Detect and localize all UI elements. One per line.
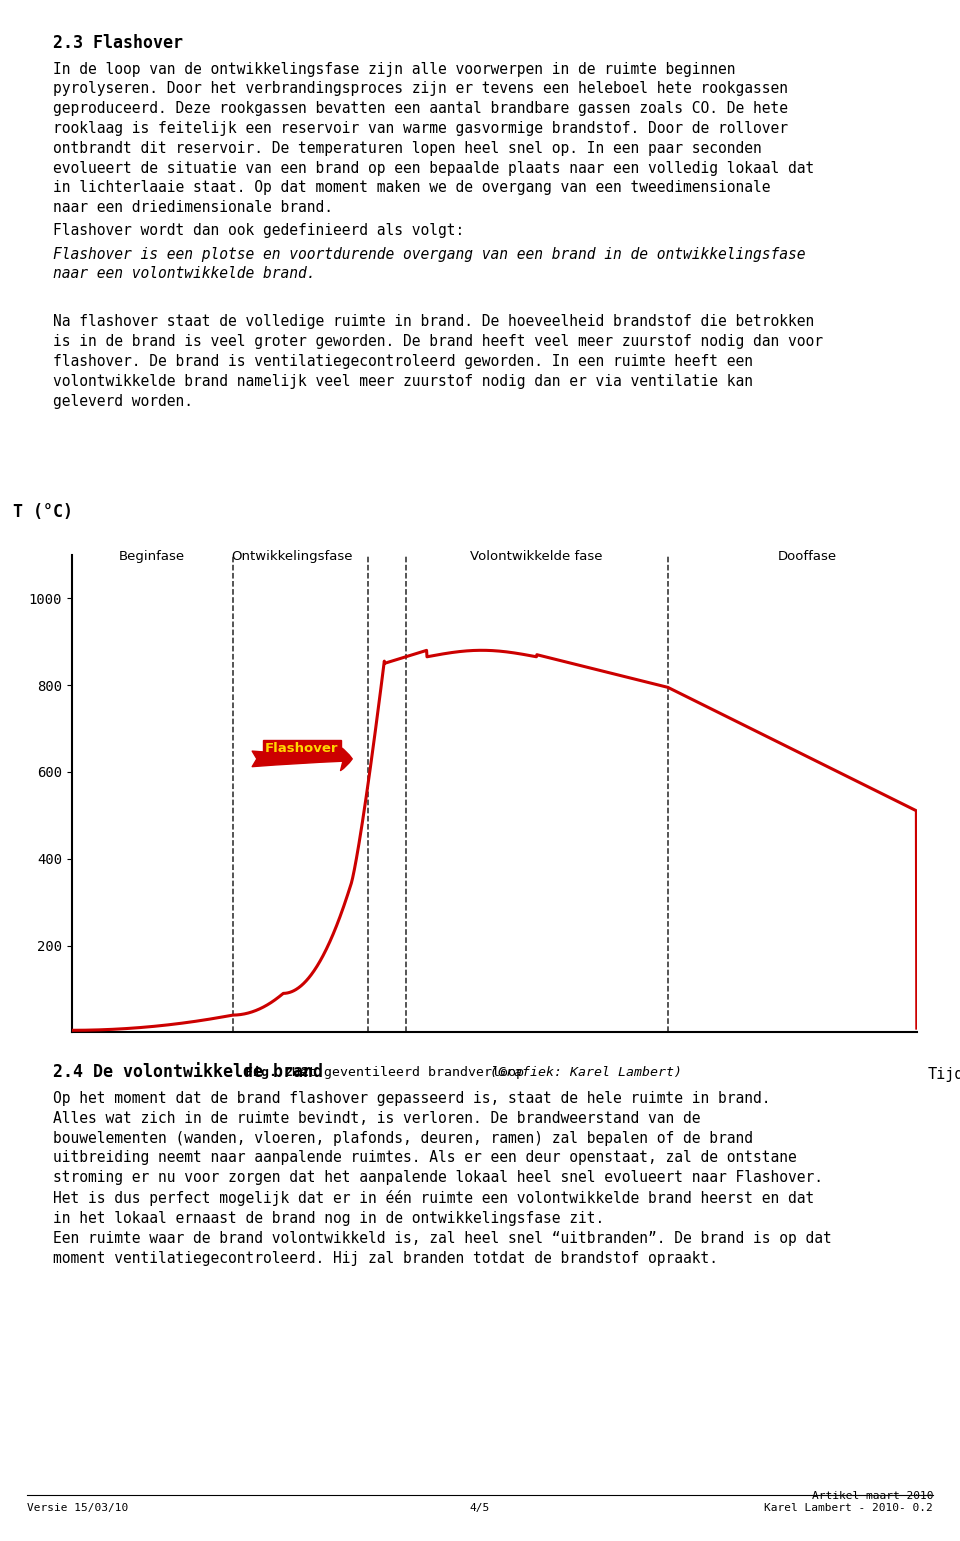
Text: Fig. 2.2: Fig. 2.2 (245, 1066, 309, 1079)
Text: Ontwikkelingsfase: Ontwikkelingsfase (231, 550, 352, 564)
Text: 2.4 De volontwikkelde brand: 2.4 De volontwikkelde brand (53, 1063, 323, 1082)
Text: Versie 15/03/10: Versie 15/03/10 (27, 1504, 128, 1513)
Text: Beginfase: Beginfase (119, 550, 185, 564)
Text: Flashover is een plotse en voortdurende overgang van een brand in de ontwikkelin: Flashover is een plotse en voortdurende … (53, 247, 805, 282)
Text: Dooffase: Dooffase (778, 550, 836, 564)
Text: Artikel maart 2010: Artikel maart 2010 (811, 1492, 933, 1501)
Text: 4/5: 4/5 (469, 1504, 491, 1513)
Text: Volontwikkelde fase: Volontwikkelde fase (470, 550, 603, 564)
Text: Karel Lambert - 2010- 0.2: Karel Lambert - 2010- 0.2 (764, 1504, 933, 1513)
Text: Flashover wordt dan ook gedefinieerd als volgt:: Flashover wordt dan ook gedefinieerd als… (53, 223, 464, 239)
Text: T (°C): T (°C) (12, 504, 73, 521)
Text: Na flashover staat de volledige ruimte in brand. De hoeveelheid brandstof die be: Na flashover staat de volledige ruimte i… (53, 314, 823, 408)
Text: 2.3 Flashover: 2.3 Flashover (53, 34, 182, 52)
Text: (Grafiek: Karel Lambert): (Grafiek: Karel Lambert) (490, 1066, 682, 1079)
Text: Het geventileerd brandverloop: Het geventileerd brandverloop (284, 1066, 532, 1079)
Text: In de loop van de ontwikkelingsfase zijn alle voorwerpen in de ruimte beginnen
p: In de loop van de ontwikkelingsfase zijn… (53, 62, 814, 216)
Text: Op het moment dat de brand flashover gepasseerd is, staat de hele ruimte in bran: Op het moment dat de brand flashover gep… (53, 1091, 831, 1265)
Text: Flashover: Flashover (265, 741, 339, 755)
Text: Tijd: Tijd (928, 1068, 960, 1082)
